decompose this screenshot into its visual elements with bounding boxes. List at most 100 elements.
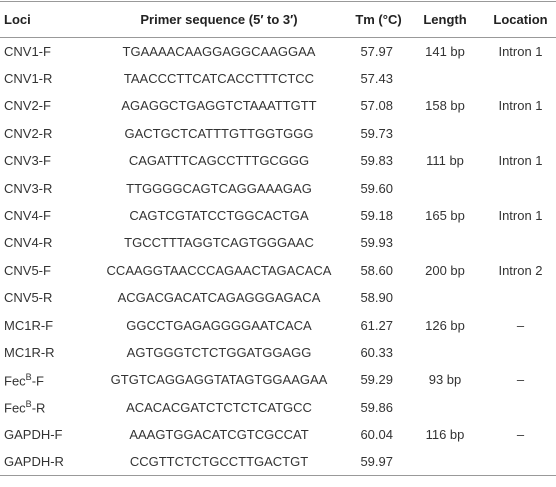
- location-cell: –: [485, 311, 556, 338]
- location-cell: [485, 174, 556, 201]
- location: –: [516, 427, 525, 443]
- tm-cell: 59.18: [360, 208, 393, 224]
- header-cell: Length: [423, 12, 467, 27]
- sequence-cell: GGCCTGAGAGGGGAATCACA: [126, 317, 312, 333]
- location-cell: Intron 1: [485, 147, 556, 174]
- location-cell: [485, 229, 556, 256]
- loci-cell: CNV1-R: [0, 65, 86, 92]
- loci-cell: CNV4-R: [0, 229, 86, 256]
- table-row: CNV1-R TAACCCTTCATCACCTTTCTCC 57.43: [0, 65, 556, 92]
- loci-cell: CNV3-R: [0, 174, 86, 201]
- header-cell: Location: [493, 12, 548, 27]
- table-row: GAPDH-R CCGTTCTCTGCCTTGACTGT 59.97: [0, 448, 556, 476]
- location-cell: [485, 120, 556, 147]
- table-body: CNV1-F TGAAAACAAGGAGGCAAGGAA 57.97 141 bp In…: [0, 38, 556, 476]
- tm-cell: 57.43: [360, 71, 393, 87]
- location: –: [516, 317, 525, 333]
- loci-cell: MC1R-R: [0, 339, 86, 366]
- location: Intron 1: [498, 43, 543, 59]
- header-row: Loci Primer sequence (5′ to 3′) Tm (°C) Len…: [0, 1, 556, 38]
- length-cell: [405, 448, 485, 475]
- length: 111 bp: [426, 153, 464, 169]
- loci: CNV3-R: [4, 180, 53, 196]
- loci: MC1R-F: [4, 317, 54, 333]
- tm-cell: 57.97: [360, 43, 393, 59]
- table-row: MC1R-R AGTGGGTCTCTGGATGGAGG 60.33: [0, 339, 556, 366]
- length: 126 bp: [425, 317, 465, 333]
- length-cell: [405, 229, 485, 256]
- sequence-cell: TTGGGGCAGTCAGGAAAGAG: [126, 180, 312, 196]
- table-row: CNV1-F TGAAAACAAGGAGGCAAGGAA 57.97 141 bp In…: [0, 38, 556, 65]
- tm-cell: 60.33: [360, 344, 393, 360]
- location-cell: [485, 284, 556, 311]
- sequence-cell: TGAAAACAAGGAGGCAAGGAA: [122, 43, 316, 59]
- length: 200 bp: [425, 262, 465, 278]
- table-row: GAPDH-F AAAGTGGACATCGTCGCCAT 60.04 116 bp –: [0, 421, 556, 448]
- tm-cell: 59.86: [360, 399, 393, 415]
- length: 116 bp: [425, 427, 465, 443]
- table-row: MC1R-F GGCCTGAGAGGGGAATCACA 61.27 126 bp –: [0, 311, 556, 338]
- sequence-cell: AGTGGGTCTCTGGATGGAGG: [126, 344, 312, 360]
- sequence-cell: CCGTTCTCTGCCTTGACTGT: [129, 454, 309, 470]
- header-cell: Primer sequence (5′ to 3′): [140, 12, 298, 27]
- loci-cell: CNV3-F: [0, 147, 86, 174]
- table-row: CNV2-R GACTGCTCATTTGTTGGTGGG 59.73: [0, 120, 556, 147]
- sequence-cell: TAACCCTTCATCACCTTTCTCC: [123, 71, 315, 87]
- sequence-cell: AAAGTGGACATCGTCGCCAT: [129, 427, 309, 443]
- length-cell: 126 bp: [405, 311, 485, 338]
- table-row: CNV2-F AGAGGCTGAGGTCTAAATTGTT 57.08 158 bp I…: [0, 92, 556, 119]
- sequence-cell: CCAAGGTAACCCAGAACTAGACACA: [106, 262, 332, 278]
- loci-cell: CNV2-R: [0, 120, 86, 147]
- length-cell: [405, 339, 485, 366]
- length-cell: [405, 174, 485, 201]
- loci-cell: CNV5-F: [0, 257, 86, 284]
- location-cell: Intron 1: [485, 202, 556, 229]
- sequence-cell: CAGTCGTATCCTGGCACTGA: [129, 208, 309, 224]
- length-cell: 141 bp: [405, 38, 485, 65]
- loci: CNV4-F: [4, 208, 51, 224]
- loci: CNV4-R: [4, 235, 53, 251]
- sequence-cell: GTGTCAGGAGGTATAGTGGAAGAA: [110, 372, 328, 388]
- loci: CNV1-R: [4, 71, 53, 87]
- loci: GAPDH-F: [4, 427, 63, 443]
- tm-cell: 59.29: [360, 372, 393, 388]
- table-row: CNV3-R TTGGGGCAGTCAGGAAAGAG 59.60: [0, 174, 556, 201]
- table-row: CNV4-R TGCCTTTAGGTCAGTGGGAAC 59.93: [0, 229, 556, 256]
- header-cell: Tm (°C): [355, 12, 402, 27]
- location: Intron 1: [498, 208, 543, 224]
- length-cell: [405, 394, 485, 421]
- length-cell: [405, 284, 485, 311]
- length: 158 bp: [425, 98, 465, 114]
- tm-cell: 58.90: [360, 290, 393, 306]
- loci-superscript: B: [25, 399, 32, 410]
- loci-cell: FecB-F: [0, 366, 86, 393]
- sequence-cell: AGAGGCTGAGGTCTAAATTGTT: [121, 98, 317, 114]
- loci: CNV1-F: [4, 43, 51, 59]
- tm-cell: 61.27: [360, 317, 393, 333]
- length-cell: 200 bp: [405, 257, 485, 284]
- loci-suffix: -F: [31, 373, 44, 389]
- length-cell: 111 bp: [405, 147, 485, 174]
- location: –: [516, 372, 525, 388]
- location: Intron 2: [498, 262, 543, 278]
- tm-cell: 59.60: [360, 180, 393, 196]
- tm-cell: 57.08: [360, 98, 393, 114]
- loci: Fec: [4, 400, 26, 416]
- loci-cell: CNV5-R: [0, 284, 86, 311]
- location-cell: [485, 448, 556, 475]
- location: Intron 1: [498, 153, 543, 169]
- sequence-cell: CAGATTTCAGCCTTTGCGGG: [128, 153, 310, 169]
- sequence-cell: TGCCTTTAGGTCAGTGGGAAC: [124, 235, 314, 251]
- length-cell: 116 bp: [405, 421, 485, 448]
- table-row: CNV4-F CAGTCGTATCCTGGCACTGA 59.18 165 bp Int…: [0, 202, 556, 229]
- length-cell: 165 bp: [405, 202, 485, 229]
- length: 141 bp: [425, 43, 465, 59]
- length-cell: [405, 65, 485, 92]
- primer-table: Loci Primer sequence (5′ to 3′) Tm (°C) Len…: [0, 1, 556, 476]
- loci-cell: CNV4-F: [0, 202, 86, 229]
- loci: CNV2-F: [4, 98, 51, 114]
- tm-cell: 59.73: [360, 125, 393, 141]
- location-cell: –: [485, 366, 556, 393]
- length-cell: 158 bp: [405, 92, 485, 119]
- header-cell: Loci: [4, 12, 31, 27]
